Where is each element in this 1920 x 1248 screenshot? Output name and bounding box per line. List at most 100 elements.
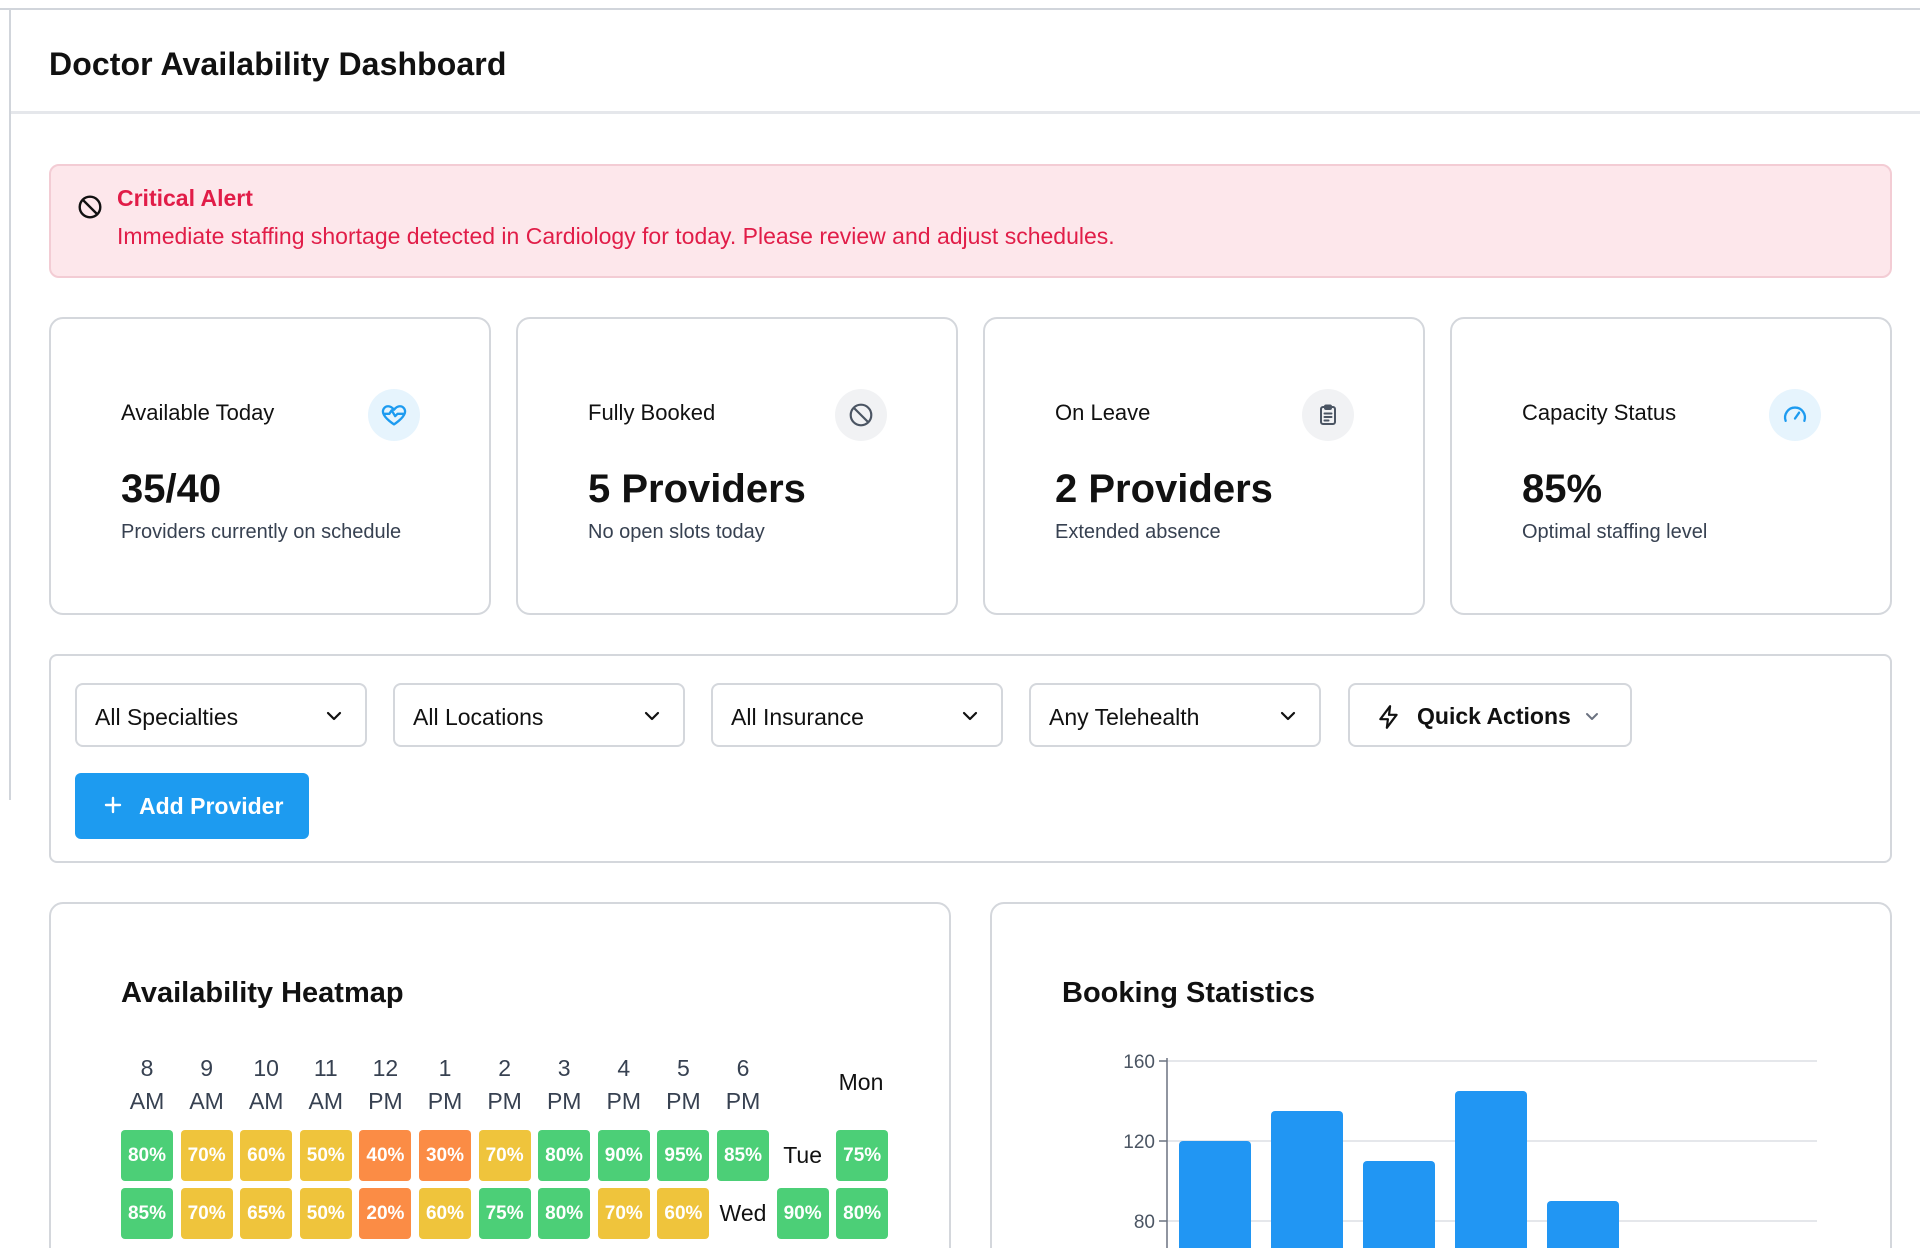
quick-actions-button[interactable]: Quick Actions	[1348, 683, 1632, 747]
hour-period: AM	[189, 1088, 224, 1114]
card-label: Capacity Status	[1522, 400, 1677, 425]
heatmap-cell[interactable]: 95%	[657, 1130, 710, 1181]
heatmap-cell[interactable]: 90%	[597, 1130, 650, 1181]
stat-card-available: Available Today 35/40 Providers currentl…	[49, 317, 491, 615]
booking-bar[interactable]	[1271, 1111, 1343, 1248]
add-provider-button[interactable]: Add Provider	[75, 773, 309, 839]
alert-message: Immediate staffing shortage detected in …	[117, 223, 1115, 249]
heatmap-cell[interactable]: 65%	[240, 1188, 293, 1239]
heatmap-cell[interactable]: 70%	[180, 1130, 233, 1181]
page-header: Doctor Availability Dashboard	[11, 10, 1920, 114]
card-subtitle: Extended absence	[1055, 521, 1221, 543]
hour-number: 9	[200, 1055, 213, 1081]
stat-card-on-leave: On Leave 2 Providers Extended absence	[983, 317, 1425, 615]
booking-bar[interactable]	[1547, 1201, 1619, 1248]
hour-label: 9 AM	[179, 1052, 235, 1118]
hour-number: 4	[617, 1055, 631, 1081]
hour-label: 10 AM	[238, 1052, 294, 1118]
y-tick-label: 80	[1134, 1212, 1155, 1233]
card-subtitle: Providers currently on schedule	[121, 521, 402, 543]
gauge-icon	[1769, 389, 1821, 441]
booking-bar[interactable]	[1455, 1091, 1527, 1248]
heatmap-cell[interactable]: 50%	[299, 1130, 352, 1181]
heatmap-cell[interactable]: 20%	[359, 1188, 412, 1239]
hour-number: 1	[438, 1055, 452, 1081]
add-provider-label: Add Provider	[139, 793, 284, 819]
window-top-border	[0, 0, 1920, 10]
plus-icon	[104, 796, 122, 814]
heatmap-cell[interactable]: 70%	[180, 1188, 233, 1239]
hour-number: 5	[676, 1055, 690, 1081]
location-select[interactable]: All Locations	[393, 683, 685, 747]
card-label: Available Today	[121, 400, 275, 425]
booking-title: Booking Statistics	[1062, 977, 1315, 1009]
card-value: 2 Providers	[1055, 467, 1273, 511]
heatmap-cell[interactable]: 60%	[240, 1130, 293, 1181]
heatmap-cell[interactable]: 80%	[538, 1130, 591, 1181]
chevron-down-icon	[1586, 713, 1598, 720]
hour-label: 12 PM	[357, 1052, 413, 1118]
telehealth-select-value: Any Telehealth	[1049, 704, 1200, 730]
heatmap-cell[interactable]: 75%	[478, 1188, 531, 1239]
y-tick-label: 160	[1123, 1052, 1155, 1073]
heatmap-cell[interactable]: 80%	[121, 1130, 173, 1181]
heatmap-cell[interactable]: 70%	[478, 1130, 531, 1181]
stat-card-fully-booked: Fully Booked 5 Providers No open slots t…	[516, 317, 958, 615]
hour-period: PM	[725, 1088, 761, 1114]
hour-period: PM	[427, 1088, 463, 1114]
heatmap-cell[interactable]: 80%	[836, 1188, 889, 1239]
heatmap-cell[interactable]: 40%	[359, 1130, 412, 1181]
lightning-icon	[1379, 705, 1398, 729]
quick-actions-label: Quick Actions	[1417, 703, 1571, 729]
booking-bar[interactable]	[1179, 1141, 1251, 1248]
hour-label: 4 PM	[596, 1052, 652, 1118]
card-subtitle: No open slots today	[588, 521, 765, 543]
card-label: Fully Booked	[588, 400, 716, 425]
availability-heatmap-panel: Availability Heatmap 8 AM 9 AM 10 AM 11 AM 12 PM 1…	[49, 902, 951, 1248]
booking-bar-chart: 160 120 80	[1123, 1052, 1817, 1248]
hour-label: 8 AM	[119, 1052, 175, 1118]
chevron-down-icon	[644, 711, 660, 721]
hour-period: PM	[546, 1088, 582, 1114]
insurance-select-value: All Insurance	[731, 704, 864, 730]
hour-number: 8	[140, 1055, 154, 1081]
heatmap-cell[interactable]: 70%	[597, 1188, 650, 1239]
heatmap-cell[interactable]: 85%	[121, 1188, 173, 1239]
filter-bar: All Specialties All Locations All Insura…	[49, 654, 1892, 863]
hour-period: PM	[666, 1088, 701, 1114]
heatmap-cell[interactable]: 60%	[419, 1188, 471, 1239]
hour-period: PM	[368, 1088, 403, 1114]
page-title: Doctor Availability Dashboard	[49, 46, 507, 82]
heatmap-cell[interactable]: 80%	[538, 1188, 591, 1239]
heatmap-cell[interactable]: 30%	[419, 1130, 471, 1181]
heatmap-cell[interactable]: 85%	[717, 1130, 769, 1181]
hour-period: PM	[487, 1088, 522, 1114]
day-label: Wed	[719, 1200, 767, 1226]
hour-number: 2	[498, 1055, 511, 1081]
hour-period: PM	[606, 1088, 642, 1114]
hour-label: 5 PM	[655, 1052, 711, 1118]
location-select-value: All Locations	[413, 704, 544, 730]
telehealth-select[interactable]: Any Telehealth	[1029, 683, 1321, 747]
chevron-down-icon	[1280, 711, 1296, 721]
heatmap-cell[interactable]: 90%	[776, 1188, 829, 1239]
ban-icon	[835, 389, 887, 441]
insurance-select[interactable]: All Insurance	[711, 683, 1003, 747]
hour-period: AM	[248, 1088, 284, 1114]
alert-title: Critical Alert	[117, 185, 253, 211]
clipboard-icon	[1302, 389, 1354, 441]
heatmap-cell[interactable]: 50%	[299, 1188, 352, 1239]
booking-bar[interactable]	[1363, 1161, 1435, 1248]
critical-alert-banner: Critical Alert Immediate staffing shorta…	[49, 164, 1892, 278]
specialty-select[interactable]: All Specialties	[75, 683, 367, 747]
ban-icon	[78, 195, 102, 219]
window-left-border	[9, 10, 11, 800]
heatmap-cell[interactable]: 75%	[836, 1130, 889, 1181]
day-label: Tue	[783, 1142, 822, 1168]
hour-number: 12	[372, 1055, 399, 1081]
heatmap-cell[interactable]: 60%	[657, 1188, 710, 1239]
y-tick-label: 120	[1123, 1132, 1155, 1153]
chevron-down-icon	[326, 711, 342, 721]
hour-number: 3	[557, 1055, 571, 1081]
hour-label: 2 PM	[477, 1052, 533, 1118]
